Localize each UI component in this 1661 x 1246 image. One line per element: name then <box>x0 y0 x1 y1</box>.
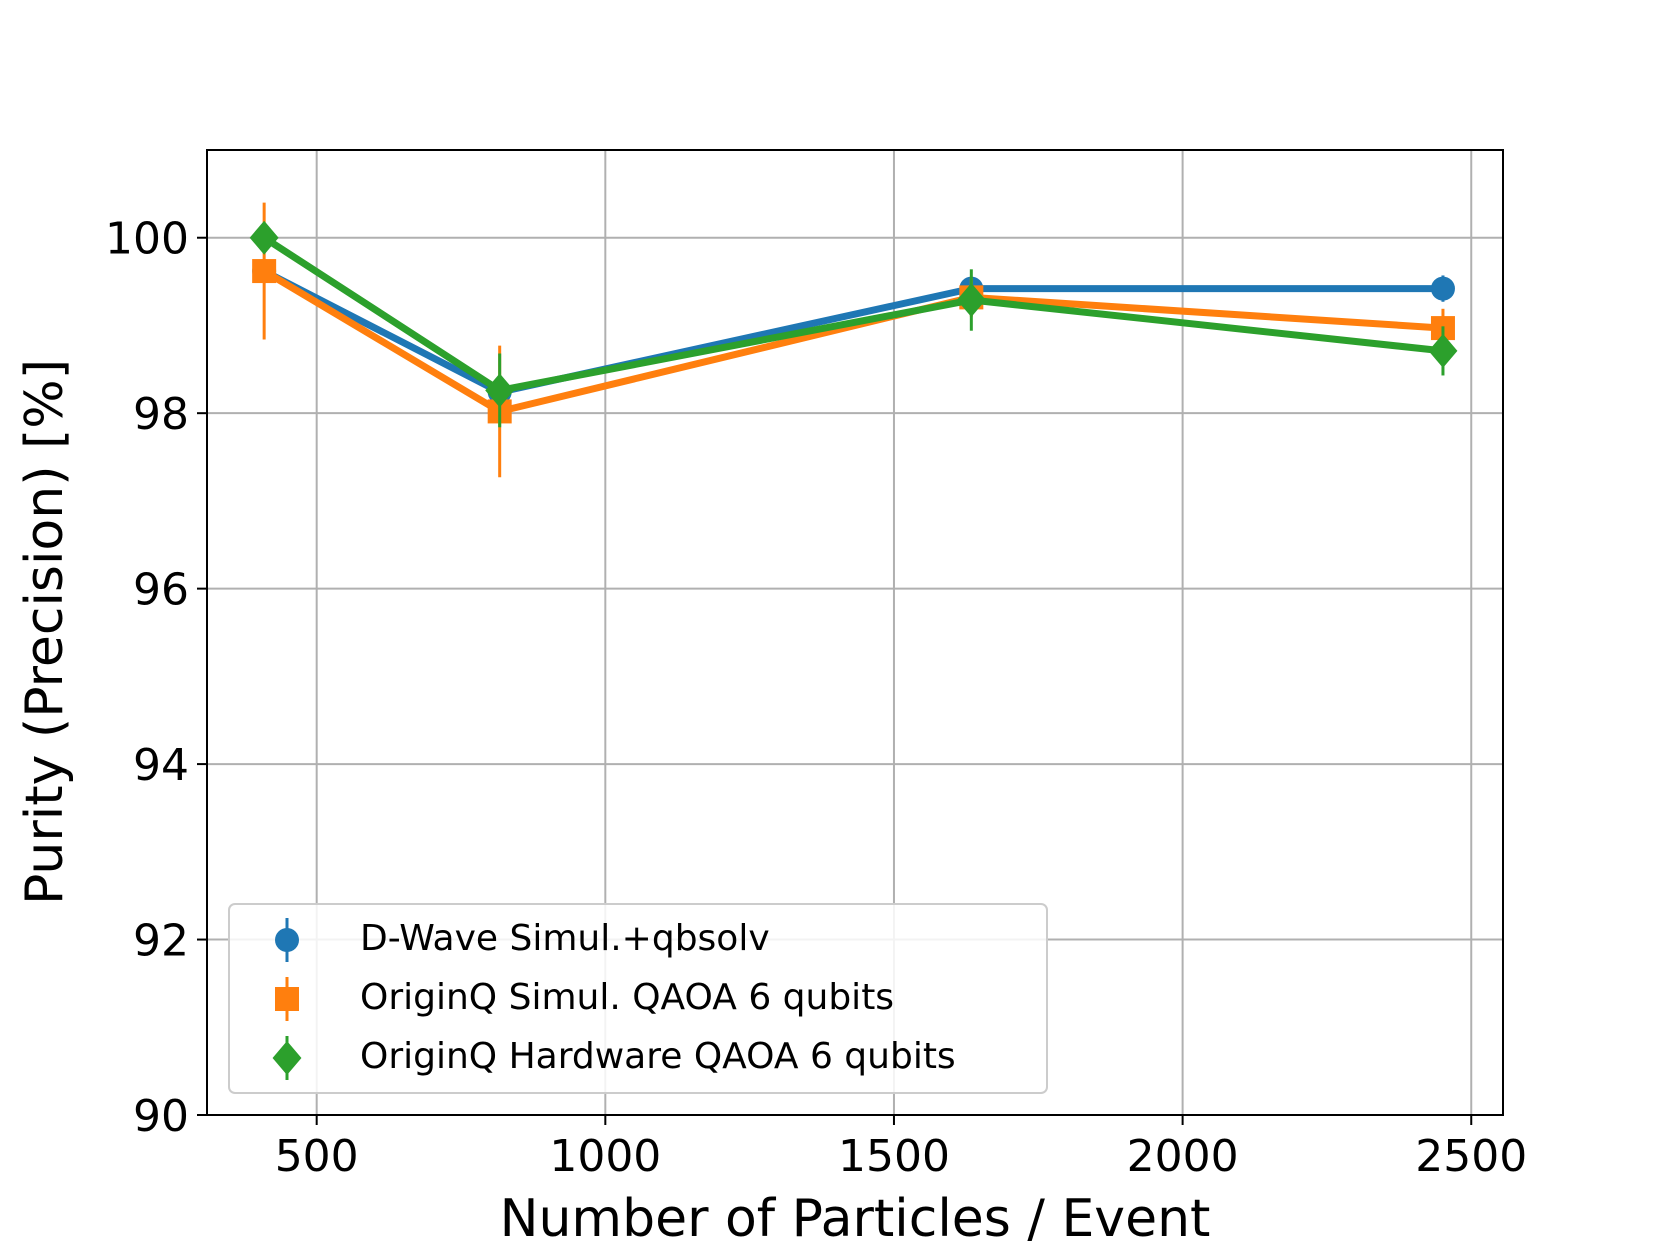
legend-marker <box>275 928 299 952</box>
legend-label-dwave: D-Wave Simul.+qbsolv <box>360 918 770 959</box>
legend-label-originq-hardware: OriginQ Hardware QAOA 6 qubits <box>360 1036 956 1077</box>
series-layer <box>249 202 1458 478</box>
legend-label-originq-simul: OriginQ Simul. QAOA 6 qubits <box>360 977 894 1018</box>
x-tick-label: 1500 <box>838 1131 950 1182</box>
series-line <box>262 268 1444 415</box>
x-tick-label: 1000 <box>549 1131 661 1182</box>
legend-marker <box>272 1041 302 1075</box>
y-tick-label: 96 <box>133 565 189 616</box>
data-point <box>485 373 515 408</box>
x-tick-label: 500 <box>275 1131 359 1182</box>
y-axis-title: Purity (Precision) [%] <box>15 359 75 905</box>
data-point <box>249 220 279 255</box>
axis-ticks: 500 1000 1500 2000 2500 90 92 94 96 98 100 <box>105 214 1527 1182</box>
data-point <box>1428 333 1458 368</box>
y-tick-label: 100 <box>105 214 189 265</box>
data-point <box>252 259 277 284</box>
y-tick-label: 90 <box>133 1091 189 1142</box>
series-line <box>262 234 1444 394</box>
legend: D-Wave Simul.+qbsolv OriginQ Simul. QAOA… <box>228 903 1048 1094</box>
y-tick-label: 98 <box>133 389 189 440</box>
legend-marker <box>275 987 299 1011</box>
y-tick-label: 92 <box>133 916 189 967</box>
y-tick-label: 94 <box>133 740 189 791</box>
series-line <box>262 267 1443 396</box>
x-axis-title: Number of Particles / Event <box>500 1189 1211 1246</box>
plot-frame <box>206 149 1504 1116</box>
data-point <box>1430 276 1455 301</box>
x-tick-label: 2500 <box>1415 1131 1527 1182</box>
data-point <box>956 283 986 318</box>
legend-box <box>228 903 1048 1094</box>
x-tick-label: 2000 <box>1127 1131 1239 1182</box>
grid <box>207 150 1503 1116</box>
series-2 <box>249 220 1458 428</box>
